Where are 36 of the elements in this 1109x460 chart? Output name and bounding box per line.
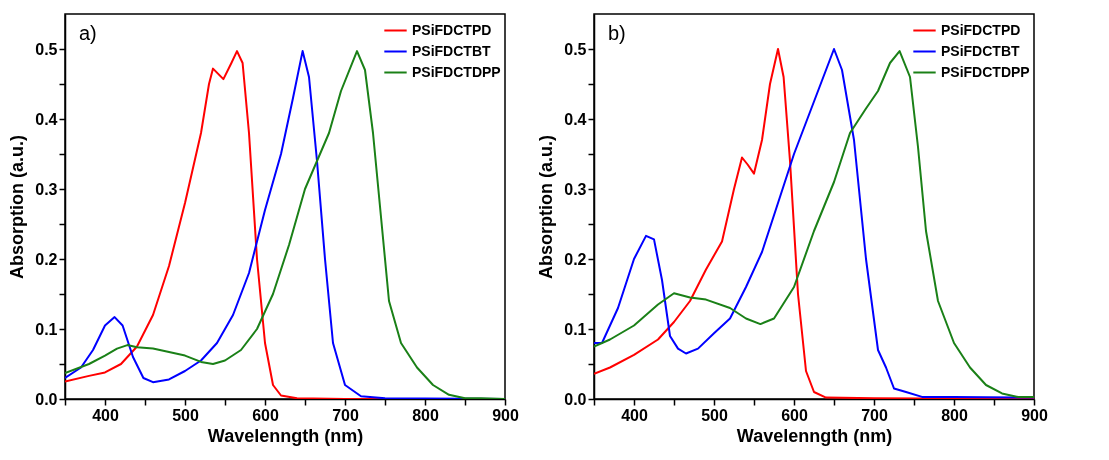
legend-label: PSiFDCTBT — [412, 42, 491, 59]
y-axis-title: Absorption (a.u.) — [536, 135, 557, 279]
x-tick-label: 600 — [781, 406, 808, 424]
legend-label: PSiFDCTBT — [941, 42, 1020, 59]
x-tick-label: 500 — [701, 406, 728, 424]
annotation: b) — [608, 22, 626, 44]
legend-label: PSiFDCTDPP — [941, 63, 1030, 80]
annotation: a) — [79, 22, 97, 44]
y-tick-label: 0.5 — [35, 40, 58, 58]
y-tick-label: 0.4 — [35, 110, 58, 128]
x-tick-label: 400 — [621, 406, 648, 424]
y-tick-label: 0.4 — [564, 110, 587, 128]
legend-label: PSiFDCTDPP — [412, 63, 501, 80]
x-tick-label: 600 — [252, 406, 279, 424]
x-tick-label: 900 — [1021, 406, 1048, 424]
y-tick-label: 0.3 — [564, 180, 587, 198]
x-tick-label: 400 — [92, 406, 119, 424]
y-tick-label: 0.0 — [564, 390, 587, 408]
x-axis-title: Wavelenngth (nm) — [736, 425, 893, 446]
x-tick-label: 700 — [861, 406, 888, 424]
y-axis-title: Absorption (a.u.) — [7, 135, 28, 279]
x-tick-label: 800 — [941, 406, 968, 424]
x-tick-label: 900 — [492, 406, 519, 424]
y-tick-label: 0.0 — [35, 390, 58, 408]
legend-label: PSiFDCTPD — [941, 21, 1021, 38]
y-tick-label: 0.1 — [35, 320, 58, 338]
y-tick-label: 0.1 — [564, 320, 587, 338]
y-tick-label: 0.2 — [35, 250, 58, 268]
y-tick-label: 0.2 — [564, 250, 587, 268]
legend-label: PSiFDCTPD — [412, 21, 492, 38]
y-tick-label: 0.5 — [564, 40, 587, 58]
x-tick-label: 700 — [332, 406, 359, 424]
y-tick-label: 0.3 — [35, 180, 58, 198]
x-tick-label: 800 — [412, 406, 439, 424]
x-tick-label: 500 — [172, 406, 199, 424]
x-axis-title: Wavelenngth (nm) — [207, 425, 364, 446]
